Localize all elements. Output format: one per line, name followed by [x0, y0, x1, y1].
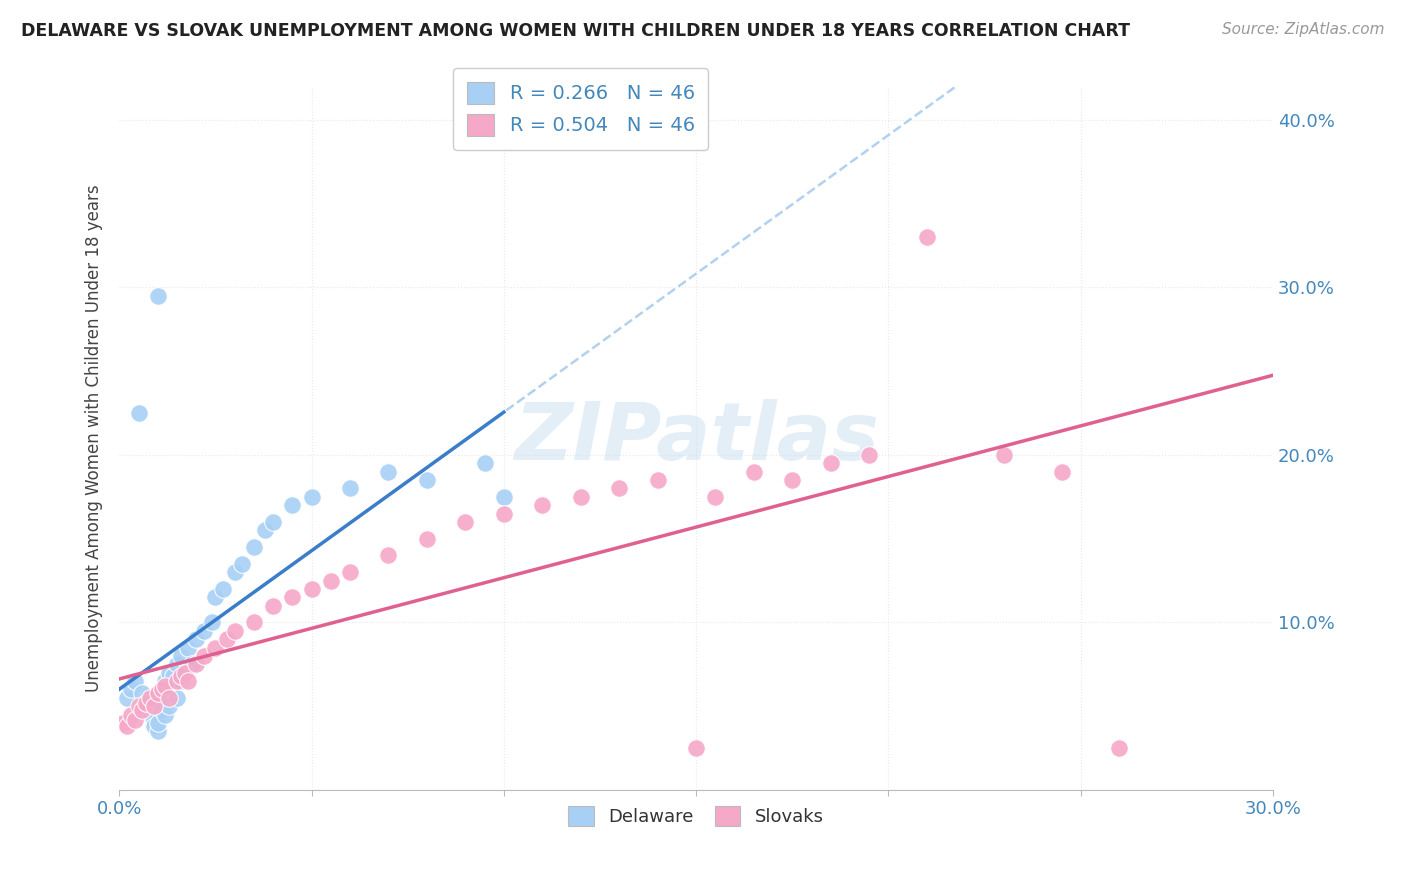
Point — [177, 640, 200, 655]
Text: DELAWARE VS SLOVAK UNEMPLOYMENT AMONG WOMEN WITH CHILDREN UNDER 18 YEARS CORRELA: DELAWARE VS SLOVAK UNEMPLOYMENT AMONG WO… — [21, 22, 1130, 40]
Point — [139, 699, 162, 714]
Point — [124, 673, 146, 688]
Point — [204, 640, 226, 655]
Point — [170, 673, 193, 688]
Point — [531, 498, 554, 512]
Point — [150, 702, 173, 716]
Point — [204, 591, 226, 605]
Point — [492, 490, 515, 504]
Point — [647, 473, 669, 487]
Point — [170, 648, 193, 663]
Point — [146, 715, 169, 730]
Point — [146, 724, 169, 739]
Point — [128, 406, 150, 420]
Point — [193, 624, 215, 638]
Point — [416, 532, 439, 546]
Point — [115, 690, 138, 705]
Point — [377, 465, 399, 479]
Point — [146, 686, 169, 700]
Text: Source: ZipAtlas.com: Source: ZipAtlas.com — [1222, 22, 1385, 37]
Point — [454, 515, 477, 529]
Point — [142, 719, 165, 733]
Point — [215, 632, 238, 647]
Point — [704, 490, 727, 504]
Point — [301, 582, 323, 596]
Point — [155, 707, 177, 722]
Point — [157, 699, 180, 714]
Point — [1108, 741, 1130, 756]
Point — [131, 686, 153, 700]
Point — [173, 665, 195, 680]
Point — [177, 673, 200, 688]
Point — [162, 669, 184, 683]
Point — [243, 540, 266, 554]
Point — [142, 699, 165, 714]
Point — [782, 473, 804, 487]
Point — [569, 490, 592, 504]
Y-axis label: Unemployment Among Women with Children Under 18 years: Unemployment Among Women with Children U… — [86, 185, 103, 692]
Point — [166, 673, 188, 688]
Point — [416, 473, 439, 487]
Point — [492, 507, 515, 521]
Point — [146, 690, 169, 705]
Legend: Delaware, Slovaks: Delaware, Slovaks — [561, 798, 831, 834]
Point — [254, 523, 277, 537]
Point — [212, 582, 235, 596]
Point — [124, 713, 146, 727]
Point — [128, 699, 150, 714]
Point — [157, 665, 180, 680]
Point — [135, 696, 157, 710]
Point — [685, 741, 707, 756]
Point — [377, 549, 399, 563]
Point — [200, 615, 222, 630]
Text: ZIPatlas: ZIPatlas — [513, 399, 879, 477]
Point — [186, 632, 208, 647]
Point — [281, 591, 304, 605]
Point — [915, 230, 938, 244]
Point — [146, 289, 169, 303]
Point — [243, 615, 266, 630]
Point — [150, 682, 173, 697]
Point — [170, 669, 193, 683]
Point — [301, 490, 323, 504]
Point — [115, 719, 138, 733]
Point — [193, 648, 215, 663]
Point — [742, 465, 765, 479]
Point — [155, 679, 177, 693]
Point — [166, 657, 188, 672]
Point — [112, 715, 135, 730]
Point — [262, 599, 284, 613]
Point — [173, 665, 195, 680]
Point — [139, 707, 162, 722]
Point — [474, 456, 496, 470]
Point — [1050, 465, 1073, 479]
Point — [142, 713, 165, 727]
Point — [120, 682, 142, 697]
Point — [607, 482, 630, 496]
Point — [135, 696, 157, 710]
Point — [319, 574, 342, 588]
Point — [224, 624, 246, 638]
Point — [231, 557, 253, 571]
Point — [157, 690, 180, 705]
Point — [224, 565, 246, 579]
Point — [993, 448, 1015, 462]
Point — [339, 565, 361, 579]
Point — [150, 682, 173, 697]
Point — [281, 498, 304, 512]
Point — [139, 690, 162, 705]
Point — [181, 657, 204, 672]
Point — [120, 707, 142, 722]
Point — [820, 456, 842, 470]
Point — [186, 657, 208, 672]
Point — [155, 673, 177, 688]
Point — [131, 702, 153, 716]
Point — [135, 702, 157, 716]
Point — [262, 515, 284, 529]
Point — [858, 448, 880, 462]
Point — [339, 482, 361, 496]
Point — [166, 690, 188, 705]
